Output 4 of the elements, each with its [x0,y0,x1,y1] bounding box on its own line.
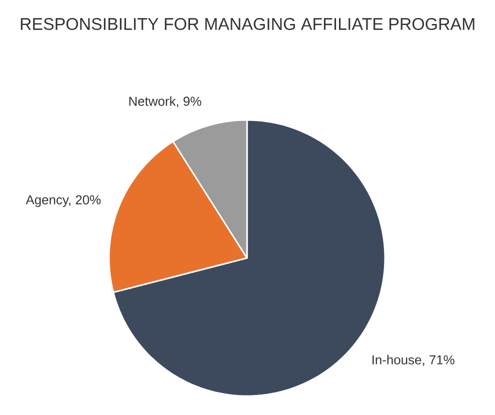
data-label: Agency, 20% [26,195,101,207]
data-label: In-house, 71% [372,354,454,366]
data-label: Network, 9% [129,96,202,108]
chart-title: RESPONSIBILITY FOR MANAGING AFFILIATE PROGRAM [20,18,474,30]
